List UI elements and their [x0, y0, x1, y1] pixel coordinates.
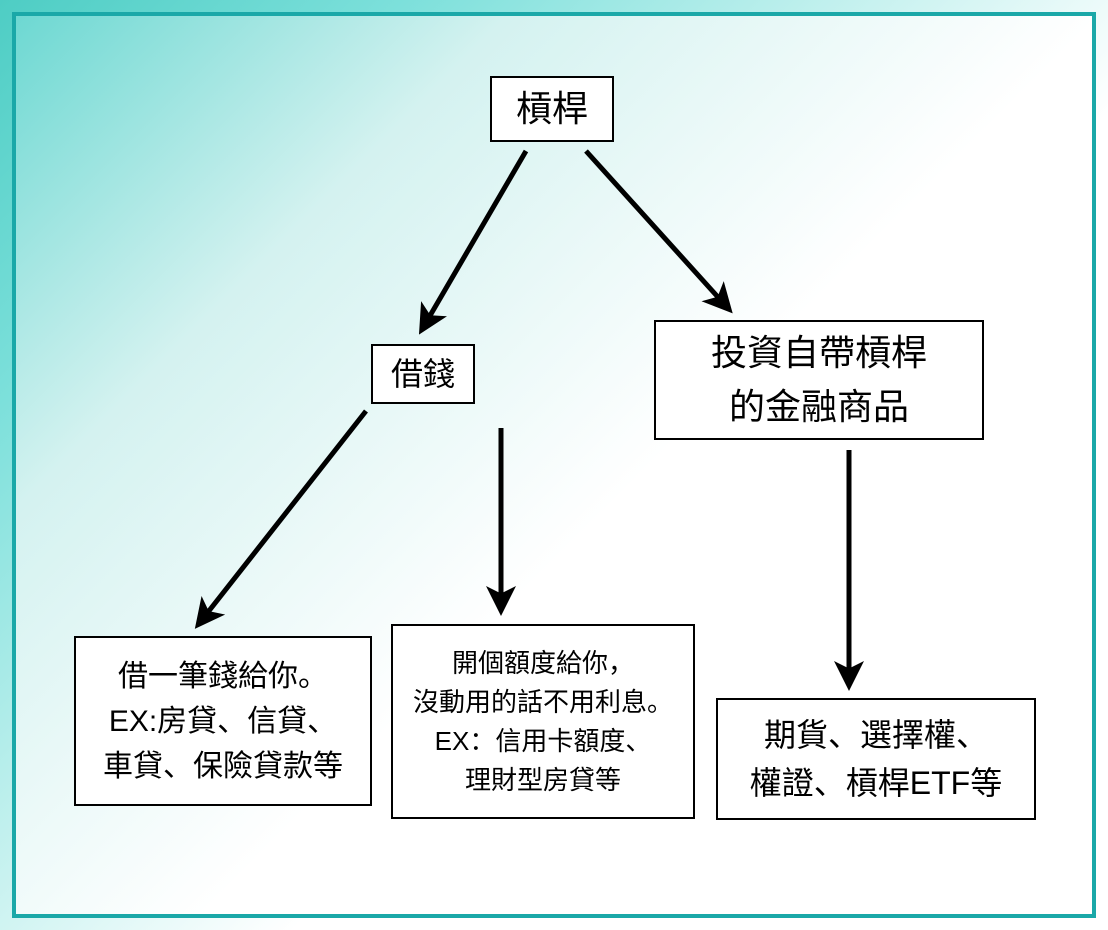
node-root: 槓桿 — [490, 76, 614, 142]
edge-root-invest — [586, 151, 726, 306]
edge-root-borrow — [424, 151, 526, 326]
node-loan: 借一筆錢給你。 EX:房貸、信貸、 車貸、保險貸款等 — [74, 636, 372, 806]
node-products: 期貨、選擇權、 權證、槓桿ETF等 — [716, 698, 1036, 820]
node-borrow: 借錢 — [371, 344, 475, 404]
diagram-frame: 槓桿借錢 投資自帶槓桿 的金融商品借一筆錢給你。 EX:房貸、信貸、 車貸、保險貸… — [12, 12, 1096, 918]
node-invest: 投資自帶槓桿 的金融商品 — [654, 320, 984, 440]
edge-borrow-loan — [201, 411, 366, 621]
node-credit: 開個額度給你， 沒動用的話不用利息。 EX：信用卡額度、 理財型房貸等 — [391, 624, 695, 819]
tree-diagram: 槓桿借錢 投資自帶槓桿 的金融商品借一筆錢給你。 EX:房貸、信貸、 車貸、保險貸… — [16, 16, 1092, 914]
